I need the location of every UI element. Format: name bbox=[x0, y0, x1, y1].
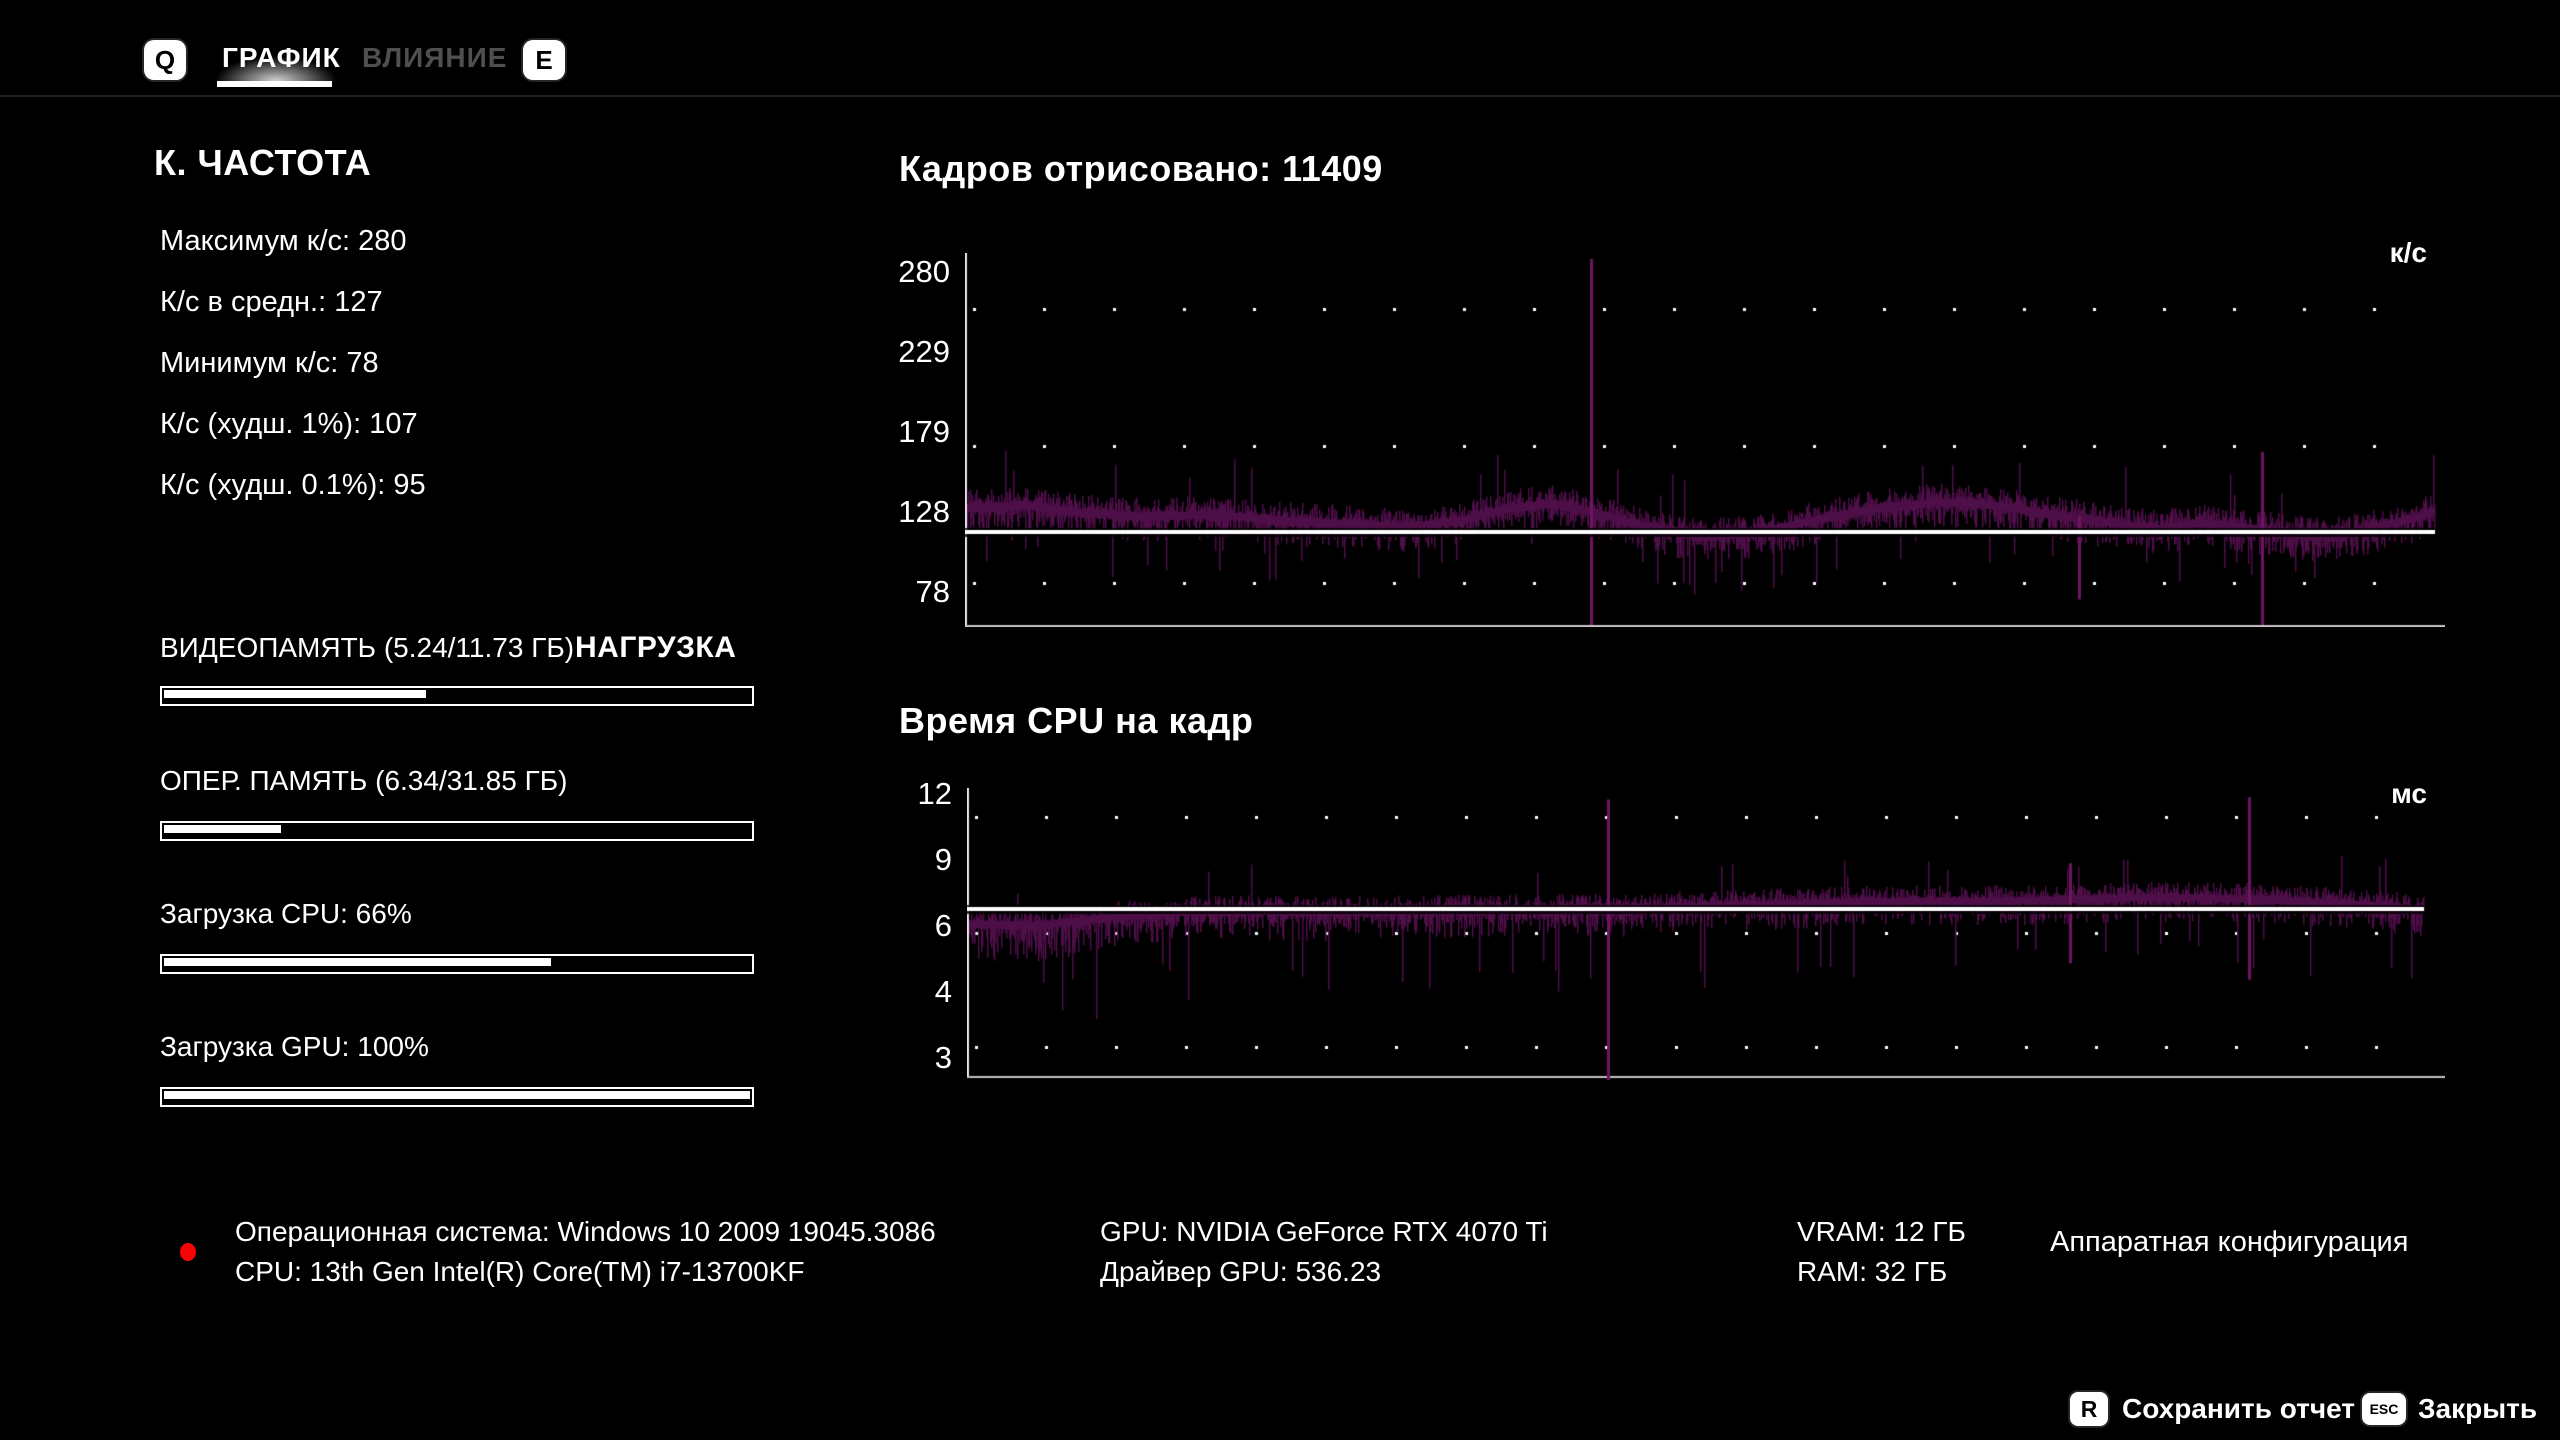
vram-meter bbox=[160, 686, 754, 706]
stat-max-fps: Максимум к/с: 280 bbox=[160, 225, 407, 257]
ram-line: RAM: 32 ГБ bbox=[1797, 1256, 1948, 1287]
vram-meter-label: ВИДЕОПАМЯТЬ (5.24/11.73 ГБ) bbox=[160, 632, 575, 663]
fps-chart-ytick-label: 179 bbox=[898, 414, 950, 449]
cpu-load-meter bbox=[160, 954, 754, 974]
gpu-driver-line: Драйвер GPU: 536.23 bbox=[1100, 1256, 1382, 1287]
close-button[interactable]: Закрыть bbox=[2418, 1393, 2538, 1424]
fps-chart-ytick-label: 280 bbox=[898, 254, 950, 289]
cpu-time-chart-ytick-label: 12 bbox=[917, 776, 952, 811]
stat-min-fps: Минимум к/с: 78 bbox=[160, 347, 379, 379]
cpu-time-banner: Время CPU на кадр bbox=[881, 690, 1465, 752]
fps-chart-ytick-label: 128 bbox=[898, 494, 950, 529]
key-hint-esc[interactable]: ESC bbox=[2362, 1393, 2406, 1425]
stat-avg-fps: К/с в средн.: 127 bbox=[160, 286, 383, 318]
tab-influence[interactable]: ВЛИЯНИЕ bbox=[362, 42, 508, 73]
cpu-time-chart: мс 12 9 6 4 3 bbox=[918, 776, 2445, 1080]
os-line: Операционная система: Windows 10 2009 19… bbox=[235, 1216, 936, 1247]
vram-meter-fill bbox=[164, 690, 426, 698]
save-report-button[interactable]: Сохранить отчет bbox=[2122, 1393, 2355, 1424]
cpu-time-chart-ytick-label: 9 bbox=[934, 842, 952, 877]
cpu-time-chart-ytick-label: 3 bbox=[934, 1040, 952, 1075]
fps-chart: к/с 280 229 179 128 78 bbox=[898, 237, 2445, 627]
memory-info: VRAM: 12 ГБ RAM: 32 ГБ bbox=[1797, 1212, 1966, 1292]
fps-chart-canvas bbox=[965, 253, 2445, 627]
ram-meter-fill bbox=[164, 825, 281, 833]
fps-chart-ytick-label: 78 bbox=[915, 574, 950, 609]
vram-line: VRAM: 12 ГБ bbox=[1797, 1216, 1966, 1247]
cpu-line: CPU: 13th Gen Intel(R) Core(TM) i7-13700… bbox=[235, 1256, 805, 1287]
key-hint-r[interactable]: R bbox=[2070, 1392, 2108, 1426]
frames-rendered-banner: Кадров отрисовано: 11409 bbox=[881, 138, 1465, 200]
stat-low1-fps: К/с (худш. 1%): 107 bbox=[160, 408, 418, 440]
gpu-load-meter bbox=[160, 1087, 754, 1107]
header-separator bbox=[0, 95, 2560, 97]
cpu-time-chart-canvas bbox=[967, 788, 2445, 1080]
ram-meter bbox=[160, 821, 754, 841]
cpu-time-chart-ytick-label: 6 bbox=[934, 908, 952, 943]
status-dot bbox=[180, 1243, 196, 1261]
gpu-info: GPU: NVIDIA GeForce RTX 4070 Ti Драйвер … bbox=[1100, 1212, 1548, 1292]
key-hint-e[interactable]: E bbox=[523, 40, 565, 80]
fps-chart-ytick-label: 229 bbox=[898, 334, 950, 369]
gpu-load-meter-fill bbox=[164, 1091, 750, 1099]
cpu-time-chart-ytick-label: 4 bbox=[934, 974, 952, 1009]
framerate-section-banner: К. ЧАСТОТА bbox=[136, 132, 784, 194]
cpu-time-chart-unit-label: мс bbox=[2391, 778, 2427, 809]
cpu-load-meter-label: Загрузка CPU: 66% bbox=[160, 898, 412, 929]
stat-low01-fps: К/с (худш. 0.1%): 95 bbox=[160, 469, 426, 501]
ram-meter-label: ОПЕР. ПАМЯТЬ (6.34/31.85 ГБ) bbox=[160, 765, 568, 796]
cpu-load-meter-fill bbox=[164, 958, 551, 966]
fps-chart-unit-label: к/с bbox=[2389, 237, 2427, 268]
gpu-line: GPU: NVIDIA GeForce RTX 4070 Ti bbox=[1100, 1216, 1548, 1247]
key-hint-q[interactable]: Q bbox=[144, 40, 186, 80]
load-section-header: НАГРУЗКА bbox=[575, 631, 737, 664]
hardware-config-label: Аппаратная конфигурация bbox=[2050, 1226, 2409, 1258]
tab-graph-glow bbox=[214, 56, 338, 82]
os-cpu-info: Операционная система: Windows 10 2009 19… bbox=[235, 1212, 936, 1292]
tab-graph-underline bbox=[217, 81, 332, 87]
gpu-load-meter-label: Загрузка GPU: 100% bbox=[160, 1031, 429, 1062]
